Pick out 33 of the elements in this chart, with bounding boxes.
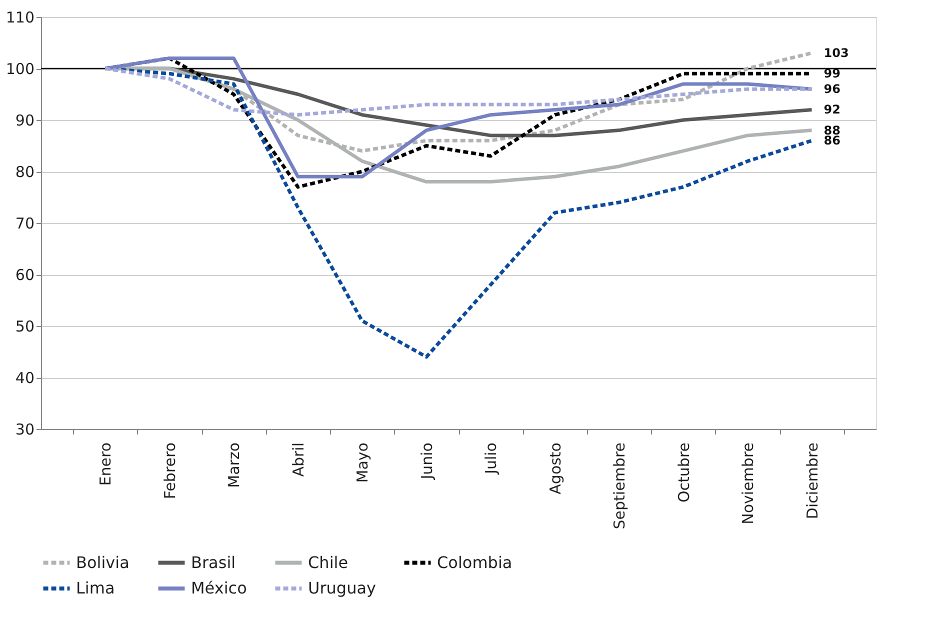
x-tick-label: Mayo xyxy=(354,442,372,483)
legend-label: Chile xyxy=(308,552,348,572)
y-tick-label: 110 xyxy=(6,8,34,26)
x-tick-label: Diciembre xyxy=(803,442,822,520)
y-tick-label: 40 xyxy=(15,369,34,387)
legend-label: México xyxy=(191,578,247,598)
x-tick-label: Enero xyxy=(96,442,115,486)
legend-label: Brasil xyxy=(191,552,236,572)
legend-label: Uruguay xyxy=(308,578,376,598)
x-tick-label: Agosto xyxy=(546,442,564,494)
x-tick-label: Junio xyxy=(418,442,436,480)
x-tick-label: Septiembre xyxy=(610,442,629,530)
y-tick-label: 70 xyxy=(15,214,34,232)
x-tick-label: Noviembre xyxy=(739,442,758,524)
y-tick-label: 90 xyxy=(15,112,34,130)
x-tick-label: Marzo xyxy=(225,442,244,488)
y-tick-label: 60 xyxy=(15,266,34,284)
data-label: 96 xyxy=(824,82,840,96)
data-label: 86 xyxy=(824,134,840,148)
legend-label: Bolivia xyxy=(76,552,130,572)
y-tick-label: 100 xyxy=(6,60,34,78)
x-tick-label: Julio xyxy=(482,442,500,475)
x-tick-label: Febrero xyxy=(160,442,179,500)
legend-label: Lima xyxy=(76,578,115,598)
y-tick-label: 30 xyxy=(15,420,34,438)
data-label: 99 xyxy=(824,66,840,81)
data-label: 92 xyxy=(824,102,840,117)
y-tick-label: 80 xyxy=(15,163,34,181)
data-label: 103 xyxy=(824,46,849,60)
x-tick-label: Octubre xyxy=(674,442,693,503)
legend-label: Colombia xyxy=(437,552,512,572)
y-tick-label: 50 xyxy=(15,318,34,336)
x-tick-label: Abril xyxy=(289,442,308,477)
